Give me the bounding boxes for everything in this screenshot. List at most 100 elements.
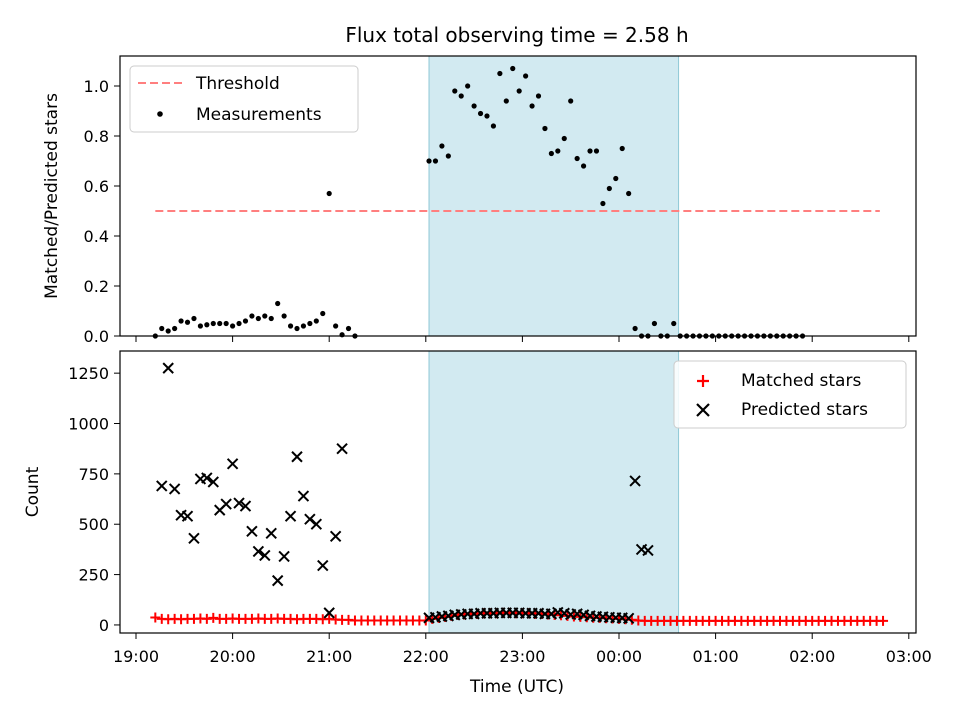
measurement-point bbox=[523, 73, 529, 79]
measurement-point bbox=[172, 325, 178, 332]
x-tick-label: 23:00 bbox=[499, 647, 545, 666]
measurement-point bbox=[204, 322, 210, 328]
x-tick-label: 19:00 bbox=[113, 647, 159, 666]
measurement-point bbox=[535, 93, 542, 99]
top-legend-frame bbox=[129, 65, 359, 133]
predicted-star-point bbox=[323, 607, 335, 619]
x-tick-label: 00:00 bbox=[596, 647, 642, 666]
bottom-y-tick-label: 1000 bbox=[68, 415, 109, 434]
predicted-star-point bbox=[310, 518, 323, 530]
measurement-point bbox=[262, 313, 268, 319]
measurement-point bbox=[452, 88, 458, 94]
predicted-star-point bbox=[156, 480, 168, 492]
matched-star-point bbox=[208, 612, 219, 623]
x-tick-label: 21:00 bbox=[306, 647, 352, 666]
legend-predicted-marker bbox=[696, 403, 710, 417]
predicted-star-point bbox=[284, 510, 297, 522]
legend-matched-label: Matched stars bbox=[741, 371, 861, 391]
predicted-star-point bbox=[317, 559, 329, 572]
measurement-point bbox=[445, 153, 451, 159]
bottom-y-tick-label: 0 bbox=[99, 616, 109, 635]
measurement-point bbox=[432, 158, 439, 164]
measurement-point bbox=[165, 328, 171, 334]
measurement-point bbox=[561, 135, 567, 142]
measurement-point bbox=[184, 319, 191, 325]
legend-threshold-label: Threshold bbox=[195, 74, 280, 94]
predicted-star-point bbox=[265, 527, 277, 540]
measurement-point bbox=[516, 88, 522, 94]
measurement-point bbox=[555, 148, 561, 154]
top-y-tick-label: 0.2 bbox=[84, 277, 109, 296]
predicted-stars-layer bbox=[156, 362, 654, 625]
bottom-panel-frame bbox=[119, 350, 917, 634]
predicted-star-point bbox=[246, 525, 258, 537]
measurement-point bbox=[548, 150, 554, 157]
predicted-star-point bbox=[252, 545, 265, 558]
predicted-star-point bbox=[207, 476, 219, 488]
measurement-point bbox=[606, 185, 612, 192]
legend-predicted-label: Predicted stars bbox=[741, 400, 868, 420]
bottom-y-axis-label: Count bbox=[23, 466, 43, 517]
measurement-point bbox=[197, 323, 203, 329]
measurement-point bbox=[587, 148, 593, 154]
predicted-star-point bbox=[162, 362, 174, 374]
legend-measurements-label: Measurements bbox=[196, 105, 322, 125]
bottom-panel: 0 250 500 750 1000 1250 19:00 20:00 21:00 22:00 2… bbox=[23, 350, 932, 697]
predicted-star-point bbox=[629, 475, 641, 487]
predicted-star-point bbox=[226, 458, 239, 470]
top-y-tick-label: 0.4 bbox=[84, 227, 109, 246]
measurement-point bbox=[568, 98, 574, 104]
x-tick-label: 03:00 bbox=[886, 647, 932, 666]
bottom-y-tick-label: 750 bbox=[78, 465, 109, 484]
measurement-point bbox=[671, 320, 677, 327]
bottom-y-tick-label: 1250 bbox=[68, 364, 109, 383]
bottom-y-ticks: 0 250 500 750 1000 1250 bbox=[68, 364, 120, 635]
predicted-star-point bbox=[181, 510, 194, 522]
predicted-star-point bbox=[259, 549, 271, 562]
measurement-point bbox=[333, 323, 339, 329]
measurement-point bbox=[159, 325, 165, 332]
measurement-point bbox=[275, 300, 281, 307]
measurement-point bbox=[465, 83, 471, 89]
measurement-point bbox=[320, 310, 326, 317]
matched-star-point bbox=[201, 613, 212, 624]
observing-window-shade-bottom bbox=[428, 350, 680, 634]
top-y-tick-label: 0.6 bbox=[84, 177, 109, 196]
bottom-y-tick-label: 500 bbox=[78, 515, 109, 534]
measurement-point bbox=[287, 323, 294, 329]
bottom-legend: Matched stars Predicted stars bbox=[673, 360, 907, 429]
predicted-star-point bbox=[188, 532, 200, 545]
top-panel: 0.0 0.2 0.4 0.6 0.8 1.0 Matched/Predicted sta… bbox=[42, 55, 917, 346]
legend-matched-marker bbox=[697, 375, 709, 387]
measurement-point bbox=[307, 320, 313, 327]
measurement-point bbox=[600, 200, 606, 207]
top-panel-frame bbox=[119, 55, 917, 337]
measurement-point bbox=[313, 318, 319, 324]
predicted-star-point bbox=[201, 472, 213, 484]
measurement-point bbox=[651, 320, 658, 327]
predicted-star-point bbox=[168, 483, 181, 495]
measurement-point bbox=[542, 125, 548, 132]
measurement-point bbox=[230, 323, 236, 329]
measurement-point bbox=[217, 320, 223, 327]
measurement-point bbox=[574, 155, 580, 162]
measurement-point bbox=[191, 315, 197, 322]
measurement-point bbox=[294, 325, 300, 332]
bottom-x-ticks: 19:00 20:00 21:00 22:00 23:00 00:00 01:00 02:00… bbox=[113, 633, 932, 666]
measurement-point bbox=[345, 325, 352, 332]
chart-title: Flux total observing time = 2.58 h bbox=[345, 23, 688, 47]
measurement-point bbox=[223, 320, 229, 327]
measurement-point bbox=[593, 148, 600, 154]
measurement-point bbox=[497, 70, 503, 77]
predicted-star-point bbox=[271, 574, 284, 587]
measurement-point bbox=[484, 113, 490, 119]
top-y-tick-label: 0.0 bbox=[84, 327, 109, 346]
matched-star-point bbox=[150, 612, 161, 623]
measurement-point bbox=[510, 65, 516, 72]
measurement-point bbox=[268, 315, 274, 322]
measurement-point bbox=[632, 325, 638, 332]
measurement-point bbox=[580, 163, 587, 169]
top-y-tick-label: 0.8 bbox=[84, 127, 109, 146]
measurement-point bbox=[613, 175, 619, 182]
